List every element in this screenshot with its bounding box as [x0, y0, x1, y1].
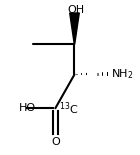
Text: O: O — [51, 137, 60, 147]
Text: NH$_2$: NH$_2$ — [111, 68, 134, 81]
Polygon shape — [70, 13, 79, 44]
Text: $^{13}$C: $^{13}$C — [59, 100, 78, 117]
Text: OH: OH — [67, 4, 84, 15]
Text: HO: HO — [18, 103, 36, 113]
